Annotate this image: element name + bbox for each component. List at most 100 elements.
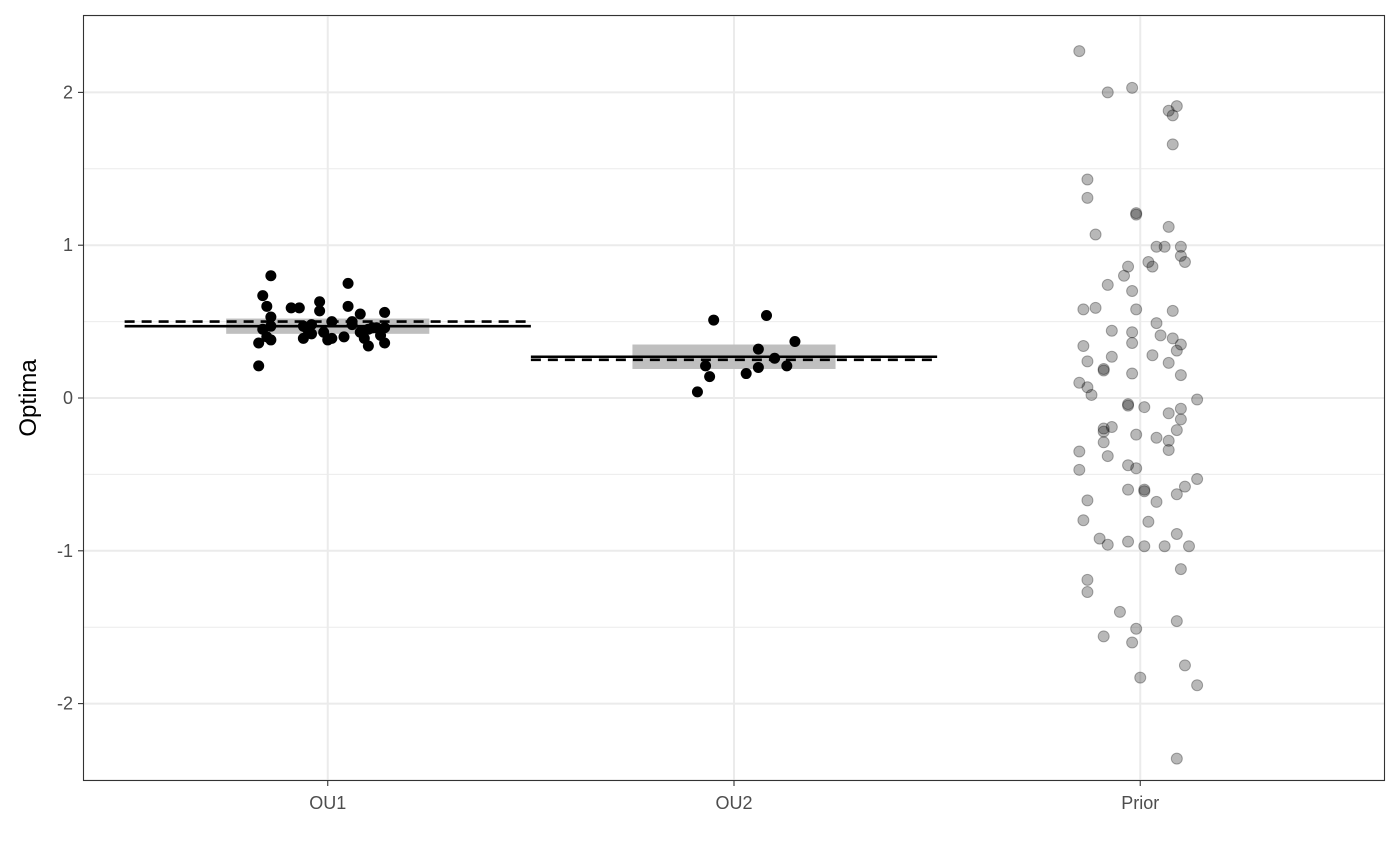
data-point-ou1 [253, 360, 265, 372]
data-point-prior [1191, 472, 1204, 485]
data-point-ou1 [306, 319, 317, 331]
data-point-ou1 [346, 316, 358, 328]
data-point-prior [1105, 421, 1118, 434]
data-point-prior [1170, 424, 1183, 437]
data-point-prior [1073, 445, 1086, 458]
data-point-prior [1170, 752, 1183, 765]
data-point-prior [1126, 81, 1139, 94]
data-point-prior [1130, 207, 1143, 220]
data-point-prior [1122, 398, 1135, 411]
data-point-prior [1130, 622, 1143, 635]
data-point-prior [1089, 301, 1102, 314]
data-point-prior [1122, 399, 1135, 412]
data-point-prior [1162, 443, 1175, 456]
data-point-ou1 [257, 290, 269, 302]
data-point-prior [1093, 532, 1106, 545]
data-point-prior [1122, 459, 1135, 472]
data-point-prior [1101, 278, 1114, 291]
data-point-prior [1130, 303, 1143, 316]
data-point-prior [1081, 573, 1094, 586]
data-point-ou1 [326, 332, 338, 344]
data-point-prior [1081, 355, 1094, 368]
data-point-ou1 [265, 270, 277, 282]
data-point-ou2 [752, 361, 764, 373]
data-point-ou1 [371, 322, 382, 334]
data-point-ou2 [769, 352, 781, 364]
data-point-prior [1097, 364, 1110, 377]
data-point-prior [1130, 428, 1143, 441]
data-point-prior [1101, 86, 1114, 99]
data-point-prior [1142, 515, 1155, 528]
x-tick-label: OU1 [309, 793, 346, 813]
data-point-prior [1081, 381, 1094, 394]
data-point-ou1 [314, 305, 326, 317]
data-point-prior [1073, 45, 1086, 58]
data-point-prior [1150, 495, 1163, 508]
data-point-prior [1166, 304, 1179, 317]
data-point-prior [1154, 329, 1167, 342]
data-point-prior [1097, 436, 1110, 449]
data-point-ou2 [752, 343, 764, 355]
data-point-ou1 [379, 322, 391, 334]
data-point-prior [1166, 332, 1179, 345]
data-point-prior [1174, 240, 1187, 253]
data-point-ou1 [354, 308, 366, 320]
data-point-prior [1077, 303, 1090, 316]
data-point-prior [1122, 260, 1135, 273]
data-point-prior [1170, 527, 1183, 540]
data-point-prior [1150, 317, 1163, 330]
data-point-ou1 [326, 316, 338, 328]
data-point-prior [1105, 324, 1118, 337]
data-point-ou2 [781, 360, 793, 372]
y-tick-label: -1 [57, 541, 73, 561]
data-point-prior [1081, 173, 1094, 186]
data-point-prior [1174, 402, 1187, 415]
data-point-prior [1178, 256, 1191, 269]
axes: -2 -1 0 1 2 OU1 OU2 Prior [57, 82, 1159, 813]
data-point-prior [1081, 586, 1094, 599]
data-point-ou1 [362, 340, 374, 352]
x-tick-label: OU2 [715, 793, 752, 813]
data-point-prior [1089, 228, 1102, 241]
data-point-prior [1138, 540, 1151, 553]
data-point-prior [1081, 191, 1094, 204]
data-point-prior [1174, 338, 1187, 351]
data-point-prior [1146, 349, 1159, 362]
data-point-ou2 [789, 335, 801, 347]
data-point-prior [1170, 344, 1183, 357]
data-point-prior [1081, 494, 1094, 507]
y-tick-label: 0 [63, 388, 73, 408]
data-point-ou1 [342, 300, 354, 312]
y-tick-label: 2 [63, 82, 73, 102]
data-point-prior [1138, 483, 1151, 496]
data-point-ou2 [691, 386, 703, 398]
data-point-prior [1126, 326, 1139, 339]
data-point-prior [1122, 483, 1135, 496]
data-point-prior [1085, 388, 1098, 401]
data-point-prior [1191, 393, 1204, 406]
data-point-prior [1097, 630, 1110, 643]
data-point-prior [1162, 407, 1175, 420]
data-point-prior [1113, 605, 1126, 618]
data-point-prior [1122, 535, 1135, 548]
data-point-prior [1142, 256, 1155, 269]
data-point-ou1 [314, 296, 326, 308]
data-point-ou1 [265, 311, 277, 323]
data-point-prior [1126, 336, 1139, 349]
data-point-ou2 [700, 360, 712, 372]
data-point-prior [1162, 356, 1175, 369]
data-point-ou2 [761, 309, 772, 321]
data-point-prior [1101, 450, 1114, 463]
data-point-prior [1073, 376, 1086, 389]
x-tick-label: Prior [1121, 793, 1159, 813]
data-point-ou1 [342, 277, 354, 289]
data-point-prior [1126, 367, 1139, 380]
data-point-ou1 [261, 300, 273, 312]
data-point-ou1 [306, 328, 317, 340]
data-point-prior [1118, 269, 1130, 282]
data-point-prior [1097, 422, 1110, 435]
data-point-ou1 [265, 334, 277, 346]
data-point-prior [1174, 249, 1187, 262]
y-tick-label: 1 [63, 235, 73, 255]
